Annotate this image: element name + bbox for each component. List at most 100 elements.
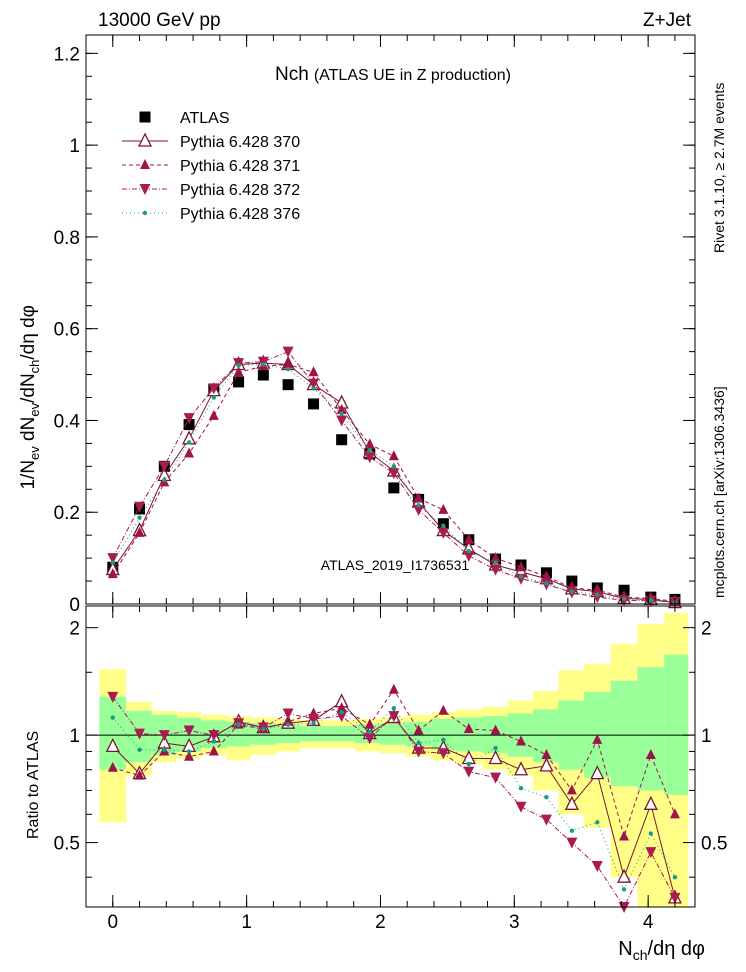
mc-data-point — [208, 383, 220, 395]
mc-data-point — [541, 570, 552, 581]
ratio-band-inner — [326, 726, 356, 742]
mc-data-point — [134, 501, 146, 513]
ratio-data-point — [184, 750, 195, 761]
mc-data-point — [592, 584, 603, 595]
legend-label: Pythia 6.428 376 — [180, 206, 300, 223]
mc-data-point — [336, 415, 348, 427]
mc-data-point — [336, 403, 347, 414]
mc-data-point — [208, 409, 219, 420]
ratio-data-point — [437, 748, 449, 760]
mc-data-point — [648, 598, 654, 603]
ratio-data-point — [107, 761, 118, 772]
ratio-data-point — [438, 704, 449, 715]
main-y-tick-label: 1 — [69, 136, 80, 157]
main-y-tick-label: 0.2 — [54, 503, 80, 524]
mc-data-point — [388, 468, 400, 480]
mc-data-point — [162, 477, 167, 483]
ratio-data-point — [282, 708, 294, 720]
mc-data-point — [364, 438, 375, 449]
mc-data-point — [416, 503, 421, 508]
mc-data-point — [339, 411, 344, 416]
ratio-data-point — [515, 801, 527, 813]
ratio-data-point — [490, 772, 502, 784]
mc-data-point — [413, 492, 424, 503]
mc-data-point — [438, 503, 449, 514]
main-plot-title-suffix: (ATLAS UE in Z production) — [314, 67, 511, 84]
main-series-line — [112, 363, 675, 603]
ratio-y-tick-label: 0.5 — [54, 834, 80, 855]
ratio-bands — [86, 612, 695, 907]
x-tick-label: 3 — [509, 912, 520, 933]
mc-data-point — [134, 526, 145, 537]
mc-data-point — [621, 596, 627, 602]
ratio-data-point — [388, 711, 400, 723]
x-tick-label: 2 — [375, 912, 386, 933]
mc-data-point — [515, 573, 527, 585]
mc-data-point — [233, 366, 244, 377]
mc-data-point — [595, 592, 600, 598]
mc-data-point — [463, 533, 474, 544]
ratio-y-tick-label-right: 0.5 — [701, 834, 727, 855]
mc-data-point — [466, 549, 471, 554]
legend-marker — [139, 184, 151, 195]
mc-data-point — [569, 589, 575, 594]
mc-data-point — [490, 552, 501, 563]
ratio-band-inner — [380, 723, 406, 745]
ratio-data-point — [105, 737, 120, 753]
atlas-data-point — [388, 482, 400, 494]
main-y-tick-label: 0 — [69, 595, 80, 616]
ratio-data-point — [208, 745, 219, 756]
ratio-data-point — [339, 709, 344, 715]
ratio-data-point — [285, 722, 291, 727]
ratio-y-axis-label: Ratio to ATLAS — [25, 731, 42, 839]
mc-data-point — [388, 450, 399, 461]
main-plot-frame — [85, 34, 696, 605]
ratio-data-point — [391, 705, 397, 711]
main-plot-title: Nch (ATLAS UE in Z production) — [275, 64, 511, 85]
ratio-data-point — [595, 820, 600, 825]
legend-label: Pythia 6.428 372 — [180, 182, 300, 199]
legend-label: Pythia 6.428 370 — [180, 134, 300, 151]
ratio-data-point — [162, 747, 167, 752]
mc-data-point — [308, 366, 319, 377]
mc-data-point — [364, 452, 376, 464]
rivet-label: Rivet 3.1.10, ≥ 2.7M events — [711, 83, 727, 253]
atlas-data-point — [233, 376, 245, 388]
energy-label: 13000 GeV pp — [98, 10, 221, 31]
ratio-data-point — [134, 728, 146, 740]
main-y-tick-label: 0.8 — [54, 228, 80, 249]
ratio-data-point — [367, 729, 372, 735]
atlas-data-point — [282, 379, 294, 391]
main-y-tick-label: 0.6 — [54, 320, 80, 341]
ratio-data-point — [619, 830, 630, 841]
ratio-data-point — [669, 808, 680, 819]
ratio-data-point — [283, 715, 294, 726]
legend-marker — [139, 111, 151, 123]
atlas-data-point — [183, 419, 195, 431]
ratio-data-point — [518, 786, 524, 791]
ratio-data-point — [413, 724, 424, 735]
main-y-axis-label: 1/Nev dNev/dNch/dη dφ — [18, 305, 42, 490]
main-y-tick-label: 0.4 — [54, 411, 81, 432]
ratio-data-point — [110, 715, 115, 720]
ratio-data-point — [261, 726, 266, 732]
atlas-data-point — [308, 398, 320, 410]
ratio-data-point — [488, 750, 503, 765]
main-plot-marks — [105, 346, 682, 609]
mc-data-point — [107, 553, 119, 565]
ratio-data-point — [672, 874, 678, 880]
ratio-data-point — [183, 725, 195, 737]
ratio-data-point — [569, 828, 575, 833]
ratio-band-inner — [610, 680, 638, 787]
ratio-band-inner — [99, 696, 127, 770]
ratio-data-point — [566, 784, 577, 795]
legend-label: ATLAS — [180, 110, 230, 127]
ratio-band-inner — [276, 724, 301, 744]
ratio-data-point — [566, 837, 578, 849]
mcplots-label: mcplots.cern.ch [arXiv:1306.3436] — [711, 386, 727, 598]
atlas-data-point — [336, 434, 348, 446]
x-axis-label: Nch/dη dφ — [618, 938, 705, 963]
mc-data-point — [158, 461, 170, 473]
atlas-data-point — [257, 369, 269, 381]
ratio-data-point — [236, 722, 241, 727]
